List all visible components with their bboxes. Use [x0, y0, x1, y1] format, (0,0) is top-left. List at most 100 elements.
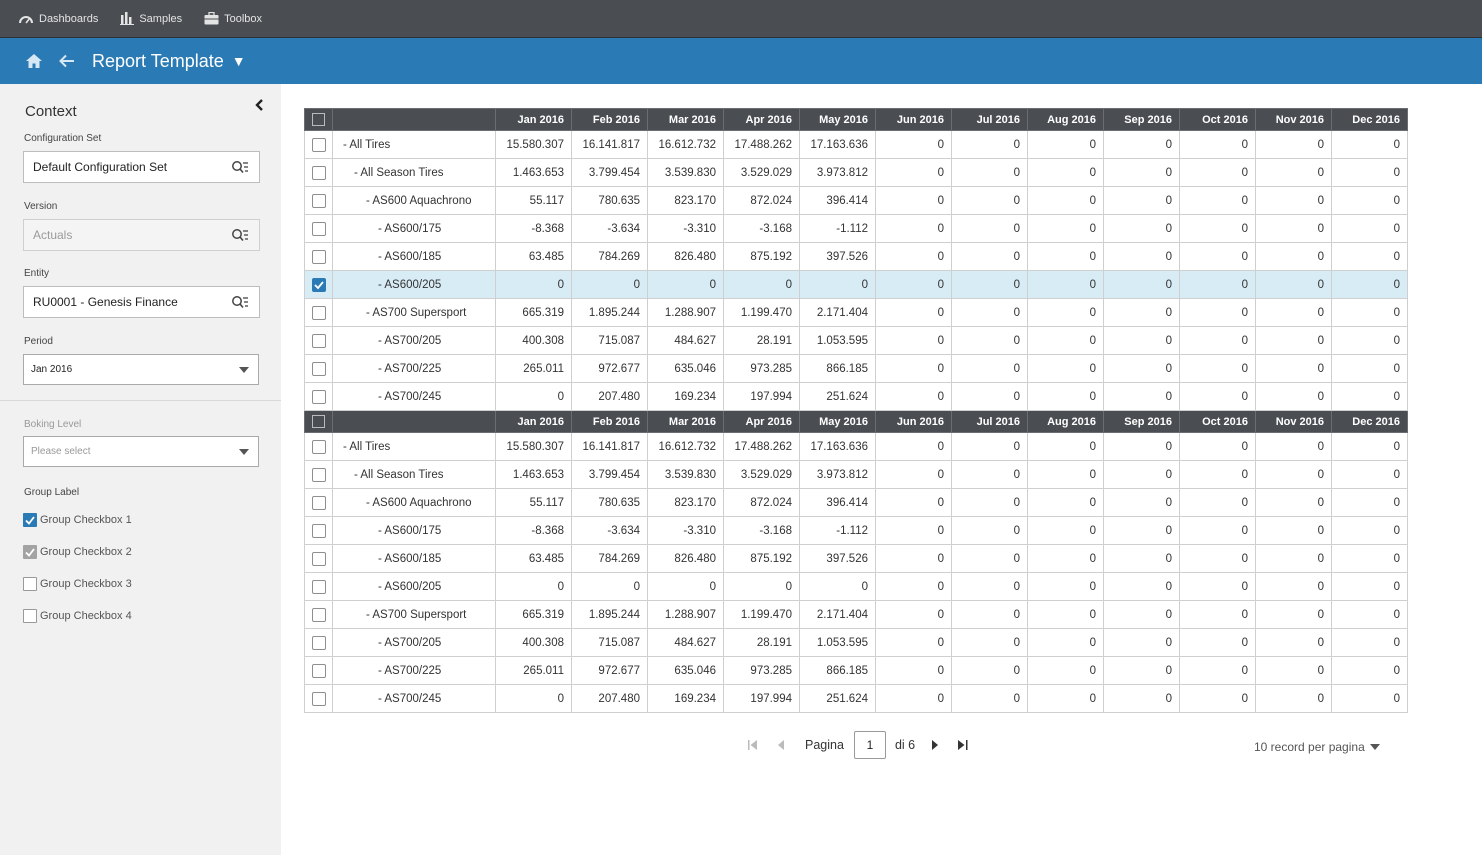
value-cell[interactable]: 0	[875, 214, 952, 243]
value-cell[interactable]: 0	[1255, 158, 1332, 187]
value-cell[interactable]: 0	[1331, 214, 1408, 243]
value-cell[interactable]: 0	[1255, 130, 1332, 159]
value-cell[interactable]: 0	[1027, 432, 1104, 461]
value-cell[interactable]: 2.171.404	[799, 298, 876, 327]
row-name-cell[interactable]: - All Tires	[332, 432, 496, 461]
value-cell[interactable]: 0	[1331, 628, 1408, 657]
value-cell[interactable]: 0	[1103, 130, 1180, 159]
row-name-cell[interactable]: - AS600/185	[332, 242, 496, 271]
value-cell[interactable]: 0	[1331, 600, 1408, 629]
column-header[interactable]: Sep 2016	[1103, 108, 1180, 131]
booking-level-select[interactable]: Please select	[23, 436, 259, 467]
table-row[interactable]: - AS700/225 265.011 972.677 635.046 973.285 8…	[304, 656, 1408, 685]
value-cell[interactable]: 0	[1027, 516, 1104, 545]
value-cell[interactable]: 0	[1027, 158, 1104, 187]
value-cell[interactable]: 16.141.817	[571, 130, 648, 159]
column-header[interactable]: Dec 2016	[1331, 108, 1408, 131]
value-cell[interactable]: 0	[1103, 186, 1180, 215]
value-cell[interactable]: 0	[1027, 382, 1104, 411]
value-cell[interactable]: 0	[1331, 460, 1408, 489]
row-checkbox[interactable]	[311, 467, 326, 482]
value-cell[interactable]: 1.199.470	[723, 298, 800, 327]
value-cell[interactable]: 0	[1179, 242, 1256, 271]
value-cell[interactable]: 0	[1103, 298, 1180, 327]
value-cell[interactable]: 0	[723, 270, 800, 299]
value-cell[interactable]: 0	[1331, 656, 1408, 685]
row-name-cell[interactable]: - AS700/225	[332, 656, 496, 685]
value-cell[interactable]: 0	[1103, 656, 1180, 685]
version-field[interactable]: Actuals	[23, 219, 260, 251]
value-cell[interactable]: 780.635	[571, 186, 648, 215]
value-cell[interactable]: 0	[1255, 516, 1332, 545]
value-cell[interactable]: 0	[1027, 488, 1104, 517]
value-cell[interactable]: 0	[1331, 382, 1408, 411]
value-cell[interactable]: 397.526	[799, 242, 876, 271]
group-checkbox-3[interactable]: Group Checkbox 3	[23, 577, 132, 591]
table-row[interactable]: - AS600/185 63.485 784.269 826.480 875.192 39…	[304, 242, 1408, 271]
row-checkbox[interactable]	[311, 607, 326, 622]
value-cell[interactable]: 0	[1103, 326, 1180, 355]
column-header[interactable]: Oct 2016	[1179, 410, 1256, 433]
first-page-button[interactable]	[745, 737, 761, 753]
row-name-cell[interactable]: - AS700/225	[332, 354, 496, 383]
value-cell[interactable]: 400.308	[495, 326, 572, 355]
value-cell[interactable]: 3.973.812	[799, 158, 876, 187]
value-cell[interactable]: 0	[1179, 270, 1256, 299]
value-cell[interactable]: 784.269	[571, 544, 648, 573]
row-name-cell[interactable]: - AS700/205	[332, 628, 496, 657]
table-row[interactable]: - AS600 Aquachrono 55.117 780.635 823.170 87…	[304, 186, 1408, 215]
column-header[interactable]: Aug 2016	[1027, 410, 1104, 433]
value-cell[interactable]: 0	[1027, 270, 1104, 299]
value-cell[interactable]: 0	[875, 354, 952, 383]
value-cell[interactable]: -1.112	[799, 214, 876, 243]
value-cell[interactable]: 0	[1331, 516, 1408, 545]
value-cell[interactable]: 28.191	[723, 628, 800, 657]
value-cell[interactable]: 866.185	[799, 354, 876, 383]
value-cell[interactable]: 17.163.636	[799, 432, 876, 461]
value-cell[interactable]: 0	[1179, 298, 1256, 327]
value-cell[interactable]: 197.994	[723, 382, 800, 411]
table-row[interactable]: - AS700/245 0 207.480 169.234 197.994 251.624…	[304, 382, 1408, 411]
value-cell[interactable]: 0	[875, 600, 952, 629]
value-cell[interactable]: 0	[875, 516, 952, 545]
value-cell[interactable]: 866.185	[799, 656, 876, 685]
column-header[interactable]: May 2016	[799, 410, 876, 433]
row-checkbox[interactable]	[311, 663, 326, 678]
value-cell[interactable]: 0	[1331, 432, 1408, 461]
value-cell[interactable]: 0	[1331, 684, 1408, 713]
value-cell[interactable]: 0	[951, 242, 1028, 271]
row-checkbox[interactable]	[311, 691, 326, 706]
value-cell[interactable]: 0	[951, 186, 1028, 215]
value-cell[interactable]: 0	[1103, 158, 1180, 187]
value-cell[interactable]: 63.485	[495, 544, 572, 573]
value-cell[interactable]: 28.191	[723, 326, 800, 355]
value-cell[interactable]: 2.171.404	[799, 600, 876, 629]
value-cell[interactable]: 0	[1027, 656, 1104, 685]
value-cell[interactable]: 0	[1027, 186, 1104, 215]
value-cell[interactable]: 635.046	[647, 656, 724, 685]
value-cell[interactable]: 0	[1255, 432, 1332, 461]
value-cell[interactable]: 823.170	[647, 488, 724, 517]
report-template-menu[interactable]: Report Template ▼	[92, 51, 246, 72]
value-cell[interactable]: 0	[1027, 544, 1104, 573]
value-cell[interactable]: 0	[951, 684, 1028, 713]
checkbox-unchecked-icon[interactable]	[23, 609, 37, 623]
value-cell[interactable]: 0	[1255, 684, 1332, 713]
value-cell[interactable]: 0	[1103, 432, 1180, 461]
value-cell[interactable]: 3.799.454	[571, 460, 648, 489]
page-number-input[interactable]: 1	[853, 731, 886, 759]
value-cell[interactable]: 0	[1255, 214, 1332, 243]
value-cell[interactable]: 0	[1103, 214, 1180, 243]
value-cell[interactable]: 784.269	[571, 242, 648, 271]
table-row[interactable]: - AS600/175 -8.368 -3.634 -3.310 -3.168 -1.11…	[304, 214, 1408, 243]
value-cell[interactable]: 207.480	[571, 382, 648, 411]
value-cell[interactable]: 973.285	[723, 354, 800, 383]
row-name-cell[interactable]: - AS700/245	[332, 382, 496, 411]
table-row[interactable]: - All Tires 15.580.307 16.141.817 16.612.73…	[304, 432, 1408, 461]
value-cell[interactable]: 0	[1103, 684, 1180, 713]
row-checkbox[interactable]	[311, 137, 326, 152]
value-cell[interactable]: 0	[1103, 628, 1180, 657]
value-cell[interactable]: 0	[951, 600, 1028, 629]
value-cell[interactable]: 0	[495, 382, 572, 411]
value-cell[interactable]: 397.526	[799, 544, 876, 573]
